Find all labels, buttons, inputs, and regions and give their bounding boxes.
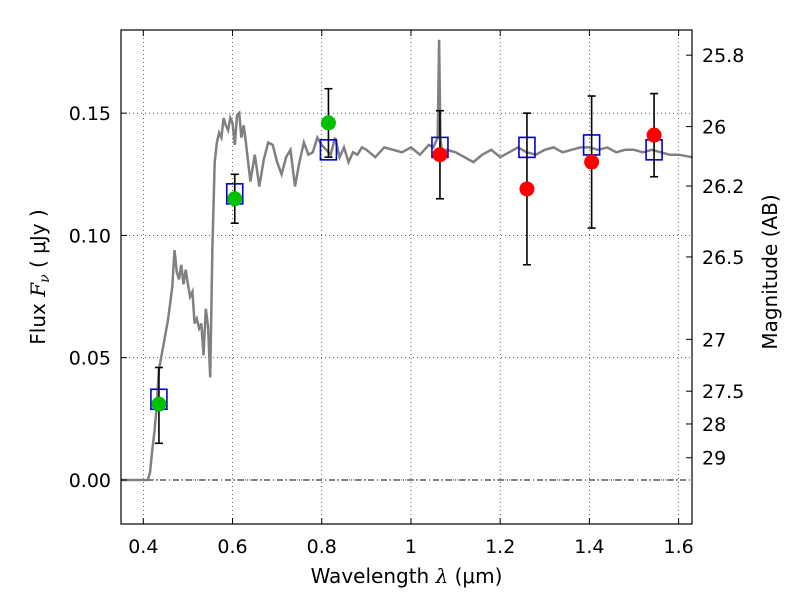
y-tick-label: 0.05	[69, 348, 111, 370]
x-axis-label: Wavelength λ (μm)	[311, 564, 503, 588]
observed-point	[320, 115, 336, 131]
x-tick-label: 1.6	[664, 536, 694, 558]
y2-tick-label: 29	[702, 448, 726, 470]
x-tick-label: 1.2	[485, 536, 515, 558]
x-tick-label: 0.6	[217, 536, 247, 558]
photometry-markers	[150, 87, 663, 445]
y2-tick-label: 28	[702, 414, 726, 436]
plot-frame	[120, 29, 693, 525]
observed-point	[584, 154, 600, 170]
y2-tick-label: 26.2	[702, 176, 744, 198]
y-tick-label: 0.10	[69, 225, 111, 247]
x-tick-label: 0.8	[307, 536, 337, 558]
y-tick-label: 0.15	[69, 103, 111, 125]
y2-tick-label: 27.5	[702, 381, 744, 403]
x-tick-label: 0.4	[128, 536, 158, 558]
y2-axis-label: Magnitude (AB)	[758, 194, 782, 349]
x-tick-label: 1.4	[574, 536, 604, 558]
y-axis-label: Flux Fν ( μJy )	[26, 209, 53, 344]
observed-point	[519, 181, 535, 197]
y-tick-label: 0.00	[69, 470, 111, 492]
axis-ticks	[121, 30, 692, 524]
y2-tick-label: 26.5	[702, 247, 744, 269]
y2-tick-label: 27	[702, 329, 726, 351]
observed-point	[432, 147, 448, 163]
x-tick-label: 1	[405, 536, 417, 558]
observed-point	[151, 396, 167, 412]
y2-tick-label: 25.8	[702, 45, 744, 67]
observed-point	[646, 127, 662, 143]
observed-point	[227, 191, 243, 207]
y2-tick-label: 26	[702, 117, 726, 139]
spectrum-line	[121, 39, 693, 482]
grid	[121, 30, 692, 524]
